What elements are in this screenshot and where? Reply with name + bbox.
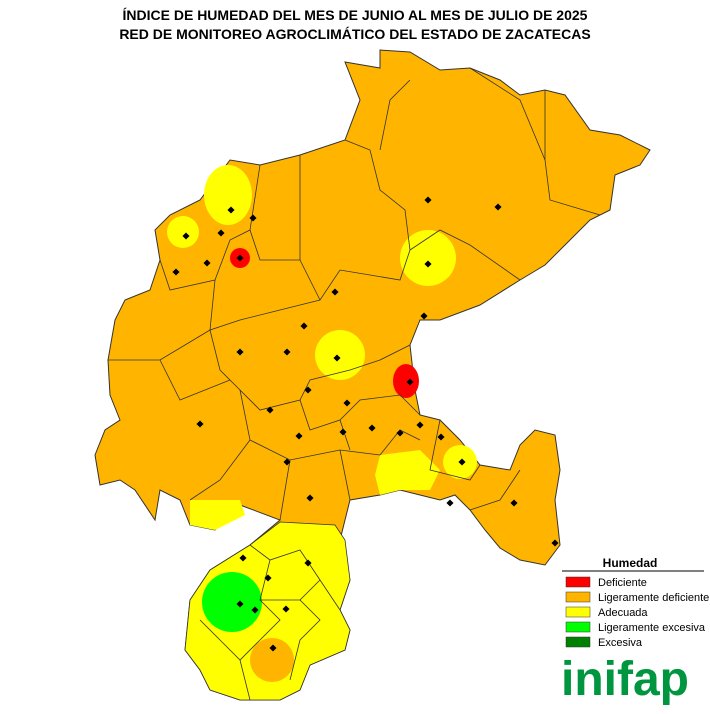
station — [446, 499, 454, 507]
station — [416, 421, 424, 429]
zone-adecuada — [315, 330, 365, 380]
zone-ligeramente-deficiente — [250, 638, 294, 682]
station — [424, 260, 432, 268]
legend: Humedad Deficiente Ligeramente deficiente… — [562, 556, 709, 649]
station — [239, 554, 247, 562]
station — [420, 312, 428, 320]
station — [331, 288, 339, 296]
zone-adecuada — [400, 230, 456, 286]
station — [251, 606, 259, 614]
zone-adecuada — [167, 216, 199, 248]
station — [236, 600, 244, 608]
station — [551, 539, 559, 547]
station — [295, 432, 303, 440]
station — [424, 196, 432, 204]
legend-swatch — [565, 606, 591, 618]
station — [236, 348, 244, 356]
zone-adecuada — [204, 165, 252, 225]
station — [283, 458, 291, 466]
station — [306, 494, 314, 502]
station — [282, 605, 290, 613]
zone-deficiente — [393, 364, 419, 398]
legend-label: Adecuada — [598, 607, 648, 619]
station — [333, 354, 341, 362]
station — [343, 399, 351, 407]
legend-label: Deficiente — [598, 577, 647, 589]
station — [494, 203, 502, 211]
stations — [172, 196, 559, 652]
station — [304, 386, 312, 394]
west-yellow — [190, 500, 245, 530]
legend-swatch — [565, 576, 591, 588]
legend-title: Humedad — [603, 556, 658, 570]
station — [266, 406, 274, 414]
legend-swatch — [565, 591, 591, 603]
station — [300, 322, 308, 330]
logo: inifap — [561, 653, 689, 706]
east-yellow — [375, 450, 440, 495]
station — [510, 499, 518, 507]
state-outline — [94, 49, 651, 701]
station — [236, 254, 244, 262]
station — [396, 429, 404, 437]
legend-swatch — [565, 636, 591, 648]
station — [182, 232, 190, 240]
municipal-boundaries — [108, 67, 601, 701]
station — [269, 644, 277, 652]
legend-label: Ligeramente excesiva — [598, 622, 706, 634]
zone-ligeramente-excesiva — [202, 572, 262, 632]
state-map — [94, 49, 651, 701]
station — [406, 378, 414, 386]
station — [249, 214, 257, 222]
station — [172, 268, 180, 276]
station — [203, 259, 211, 267]
legend-label: Excesiva — [598, 637, 643, 649]
station — [283, 348, 291, 356]
station — [458, 458, 466, 466]
station — [227, 206, 235, 214]
station — [196, 420, 204, 428]
title-line-2: RED DE MONITOREO AGROCLIMÁTICO DEL ESTAD… — [119, 26, 590, 42]
title-line-1: ÍNDICE DE HUMEDAD DEL MES DE JUNIO AL ME… — [123, 7, 588, 23]
station — [264, 574, 272, 582]
station — [217, 229, 225, 237]
station — [437, 433, 445, 441]
legend-label: Ligeramente deficiente — [598, 592, 709, 604]
station — [368, 424, 376, 432]
legend-swatch — [565, 621, 591, 633]
station — [304, 559, 312, 567]
station — [339, 428, 347, 436]
south-region — [184, 521, 351, 701]
